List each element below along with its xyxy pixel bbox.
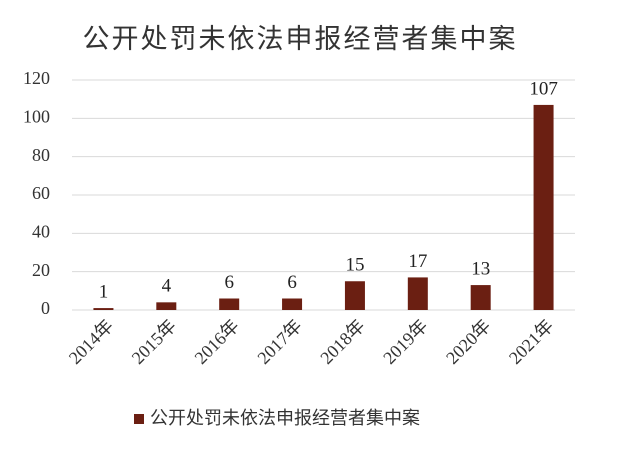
value-label: 6 (287, 272, 297, 293)
value-label: 13 (471, 258, 490, 279)
chart-title: 公开处罚未依法申报经营者集中案 (83, 24, 518, 54)
x-tick-label: 2015年 (128, 316, 180, 368)
x-tick-label: 2021年 (505, 316, 557, 368)
y-tick-label: 100 (23, 106, 50, 126)
value-label: 107 (529, 78, 558, 99)
bar (344, 281, 365, 310)
y-tick-label: 40 (32, 221, 50, 241)
y-tick-label: 120 (23, 68, 50, 88)
x-tick-label: 2020年 (442, 316, 494, 368)
bar (156, 302, 177, 310)
value-label: 4 (162, 276, 172, 297)
x-tick-label: 2014年 (65, 316, 117, 368)
bar (93, 308, 114, 310)
bar (282, 298, 303, 310)
x-tick-label: 2016年 (191, 316, 243, 368)
y-tick-label: 0 (41, 298, 50, 318)
x-tick-label: 2017年 (253, 316, 305, 368)
y-tick-label: 20 (32, 260, 50, 280)
y-tick-label: 80 (32, 145, 50, 165)
value-label: 6 (224, 272, 234, 293)
bar (219, 298, 240, 310)
legend-label: 公开处罚未依法申报经营者集中案 (150, 408, 420, 428)
bar (533, 104, 554, 311)
y-tick-label: 60 (32, 183, 50, 203)
value-label: 17 (408, 251, 427, 272)
value-label: 15 (345, 255, 364, 276)
bar (470, 285, 491, 310)
bar (407, 277, 428, 310)
legend-swatch (134, 414, 144, 424)
value-label: 1 (99, 281, 109, 302)
x-tick-label: 2018年 (316, 316, 368, 368)
x-tick-label: 2019年 (379, 316, 431, 368)
